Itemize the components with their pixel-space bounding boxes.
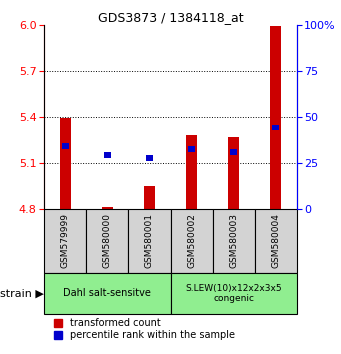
- Text: GSM580004: GSM580004: [271, 213, 280, 268]
- Bar: [104, 152, 111, 158]
- Bar: [255, 209, 297, 273]
- Text: GSM579999: GSM579999: [61, 213, 70, 268]
- Text: S.LEW(10)x12x2x3x5
congenic: S.LEW(10)x12x2x3x5 congenic: [185, 284, 282, 303]
- Bar: [144, 186, 155, 209]
- Bar: [86, 209, 129, 273]
- Text: GSM580000: GSM580000: [103, 213, 112, 268]
- Text: GSM580002: GSM580002: [187, 213, 196, 268]
- Text: GSM580003: GSM580003: [229, 213, 238, 268]
- Bar: [129, 209, 170, 273]
- Bar: [188, 146, 195, 152]
- Text: GSM580001: GSM580001: [145, 213, 154, 268]
- Bar: [146, 155, 153, 161]
- Bar: [170, 209, 212, 273]
- Bar: [272, 125, 279, 130]
- Bar: [230, 149, 237, 155]
- Bar: [228, 137, 239, 209]
- Legend: transformed count, percentile rank within the sample: transformed count, percentile rank withi…: [54, 318, 235, 340]
- Bar: [270, 26, 281, 209]
- Title: GDS3873 / 1384118_at: GDS3873 / 1384118_at: [98, 11, 243, 24]
- Bar: [44, 209, 86, 273]
- Text: strain ▶: strain ▶: [0, 288, 44, 298]
- Text: Dahl salt-sensitve: Dahl salt-sensitve: [63, 288, 151, 298]
- Bar: [186, 135, 197, 209]
- Bar: [170, 273, 297, 314]
- Bar: [62, 143, 69, 149]
- Bar: [102, 207, 113, 209]
- Bar: [44, 273, 170, 314]
- Bar: [60, 118, 71, 209]
- Bar: [212, 209, 255, 273]
